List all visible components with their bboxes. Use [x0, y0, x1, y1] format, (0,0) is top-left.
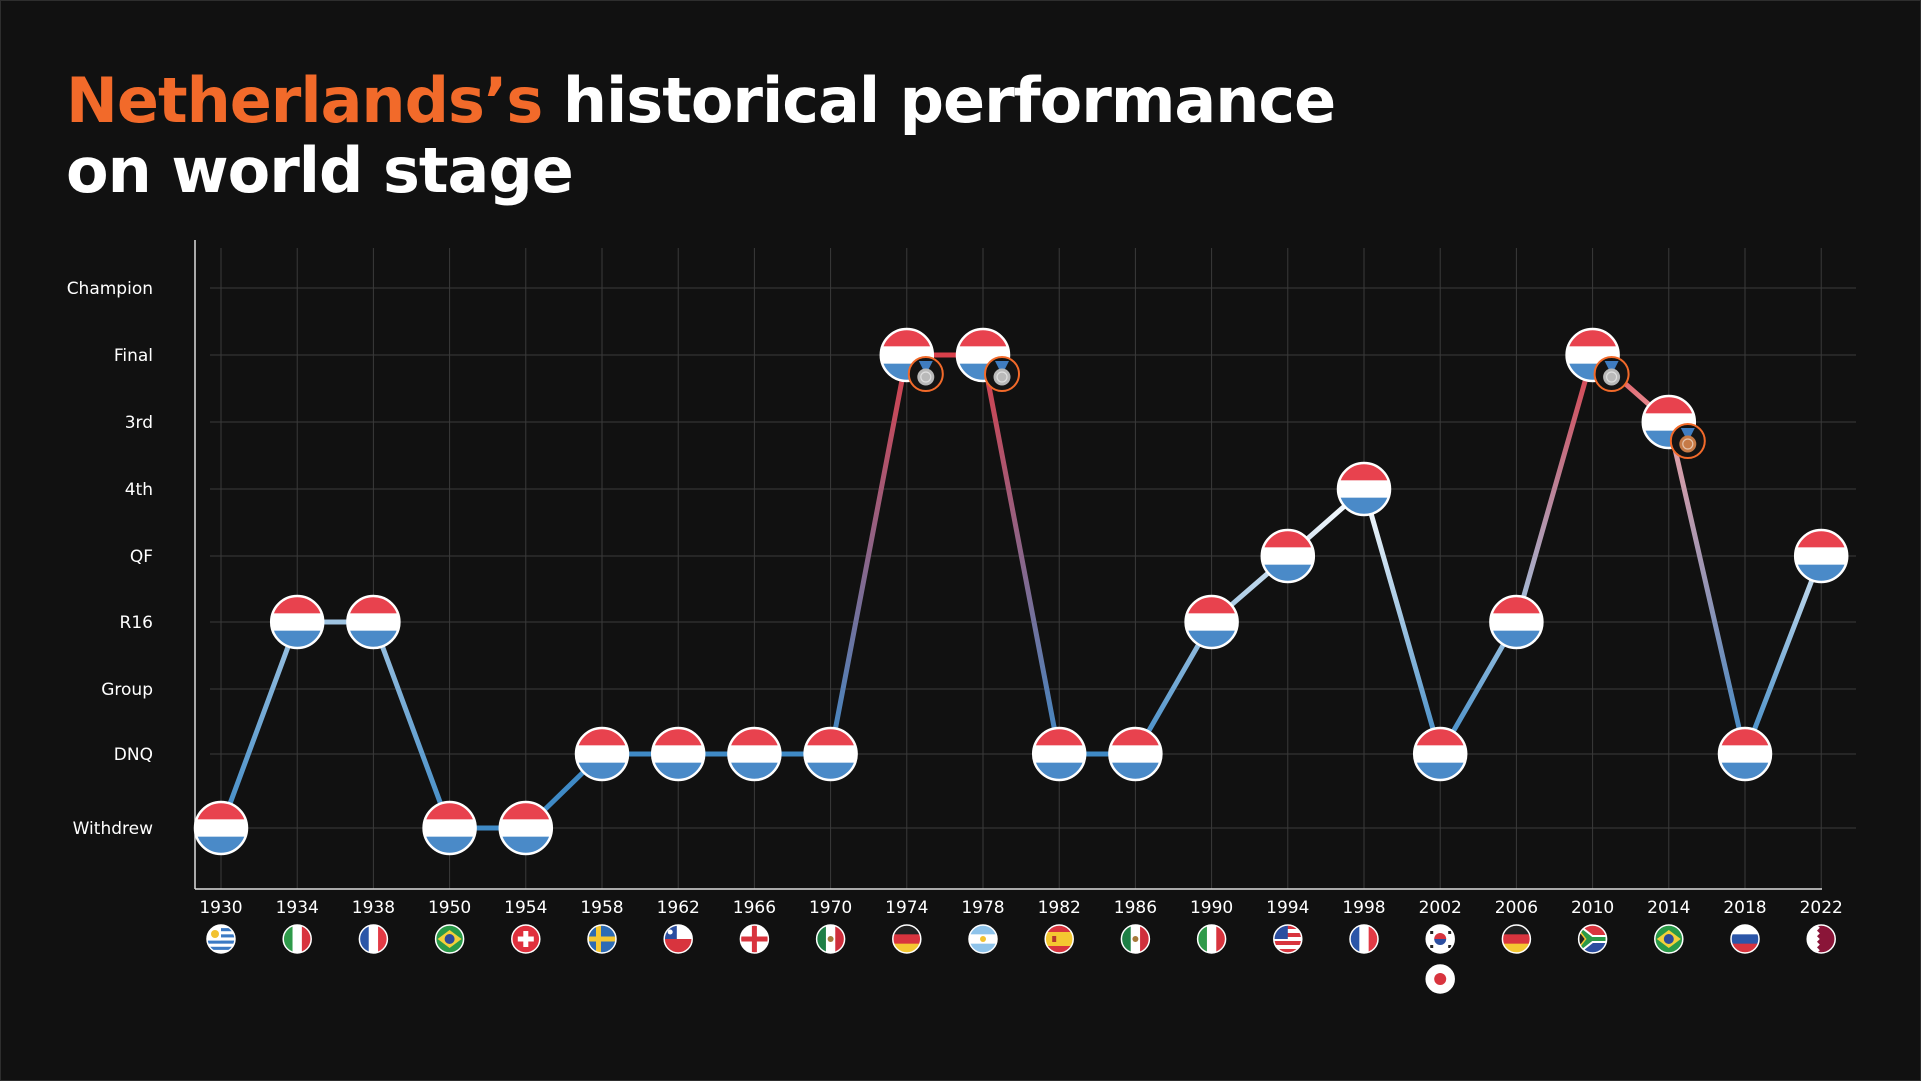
line-segment-1930-1934	[218, 619, 300, 831]
germany-flag-icon	[892, 924, 922, 954]
y-label-withdrew: Withdrew	[73, 819, 153, 839]
point-2006	[1489, 594, 1544, 650]
point-1934	[269, 594, 325, 650]
line-segment-1970-1974	[828, 352, 910, 757]
data-markers	[193, 327, 1849, 856]
italy-flag-icon	[1196, 924, 1227, 954]
spain-flag-icon	[1044, 924, 1074, 954]
point-1986	[1108, 726, 1163, 782]
uruguay-flag-icon	[206, 924, 236, 954]
y-label-3rd: 3rd	[125, 413, 153, 433]
italy-flag-icon	[282, 924, 312, 954]
x-label-1966: 1966	[733, 898, 776, 918]
x-axis-labels: 1930 1934 1938 1950 1954 1958 1962 1966 1970 1974…	[199, 898, 1842, 918]
silver-medal-icon-1978	[984, 356, 1020, 392]
y-label-final: Final	[114, 346, 153, 366]
chile-flag-icon	[663, 924, 693, 954]
bronze-medal-icon-2014	[1669, 423, 1706, 459]
point-1998	[1336, 461, 1392, 517]
sweden-flag-icon	[587, 924, 617, 954]
x-label-1962: 1962	[657, 898, 700, 918]
y-label-4th: 4th	[125, 480, 153, 500]
x-label-1954: 1954	[504, 898, 547, 918]
x-label-1986: 1986	[1114, 898, 1157, 918]
point-1982	[1031, 726, 1087, 782]
performance-line	[218, 352, 1824, 831]
line-segment-1938-1950	[370, 619, 453, 831]
y-label-r16: R16	[120, 613, 153, 633]
x-label-1982: 1982	[1038, 898, 1081, 918]
x-label-1998: 1998	[1342, 898, 1385, 918]
y-label-group: Group	[101, 680, 153, 700]
south-korea-flag-icon	[1425, 924, 1455, 954]
england-flag-icon	[739, 924, 770, 954]
switzerland-flag-icon	[511, 924, 541, 954]
brazil-flag-icon	[434, 924, 465, 954]
point-1970	[803, 726, 858, 782]
x-label-1974: 1974	[885, 898, 928, 918]
qatar-flag-icon	[1806, 924, 1836, 954]
point-2022	[1793, 528, 1849, 584]
x-label-2014: 2014	[1647, 898, 1690, 918]
x-label-2010: 2010	[1571, 898, 1614, 918]
point-1962	[650, 726, 706, 782]
y-label-qf: QF	[130, 547, 153, 567]
point-1930	[193, 800, 249, 856]
chart-title: Netherlands’s historical performance on …	[66, 64, 1336, 207]
x-label-1958: 1958	[580, 898, 623, 918]
point-1938	[346, 594, 401, 650]
point-1958	[574, 726, 630, 782]
silver-medal-icon-2010	[1593, 356, 1630, 392]
point-2002	[1412, 726, 1468, 782]
line-segment-2006-2010	[1513, 352, 1596, 625]
x-label-1970: 1970	[809, 898, 852, 918]
mexico-flag-icon	[1120, 924, 1151, 954]
argentina-flag-icon	[968, 924, 998, 954]
x-label-2002: 2002	[1419, 898, 1462, 918]
point-1990	[1184, 594, 1239, 650]
host-flags	[206, 924, 1836, 994]
x-label-1950: 1950	[428, 898, 471, 918]
x-label-1938: 1938	[352, 898, 395, 918]
x-label-2006: 2006	[1495, 898, 1538, 918]
point-1950	[422, 800, 477, 856]
south-africa-flag-icon	[1577, 924, 1608, 954]
germany-flag-icon	[1501, 924, 1532, 954]
x-label-2022: 2022	[1800, 898, 1843, 918]
line-segment-1978-1982	[980, 352, 1062, 757]
x-label-1930: 1930	[199, 898, 242, 918]
title-line2: on world stage	[66, 134, 574, 207]
axes	[194, 240, 1822, 890]
line-segment-2018-2022	[1742, 553, 1824, 757]
title-highlight: Netherlands’s	[66, 64, 543, 137]
x-label-1978: 1978	[961, 898, 1004, 918]
brazil-flag-icon	[1654, 924, 1684, 954]
russia-flag-icon	[1730, 924, 1760, 954]
mexico-flag-icon	[815, 924, 846, 954]
line-segment-1998-2002	[1361, 486, 1443, 757]
france-flag-icon	[358, 924, 389, 954]
y-label-dnq: DNQ	[114, 745, 153, 765]
line-segment-2014-2018	[1666, 419, 1748, 757]
point-1994	[1260, 528, 1316, 584]
japan-flag-icon	[1425, 964, 1455, 994]
point-2018	[1717, 726, 1773, 782]
point-1954	[498, 800, 554, 856]
title-line1-rest: historical performance	[542, 64, 1336, 137]
x-label-1994: 1994	[1266, 898, 1309, 918]
x-label-1934: 1934	[276, 898, 319, 918]
silver-medal-icon-1974	[907, 356, 944, 392]
point-1966	[727, 726, 782, 782]
y-axis-labels: Withdrew DNQ Group R16 QF 4th 3rd Final Champion	[67, 279, 153, 839]
x-label-2018: 2018	[1723, 898, 1766, 918]
y-label-champion: Champion	[67, 279, 153, 299]
usa-flag-icon	[1273, 924, 1303, 954]
x-label-1990: 1990	[1190, 898, 1233, 918]
france-flag-icon	[1349, 924, 1379, 954]
